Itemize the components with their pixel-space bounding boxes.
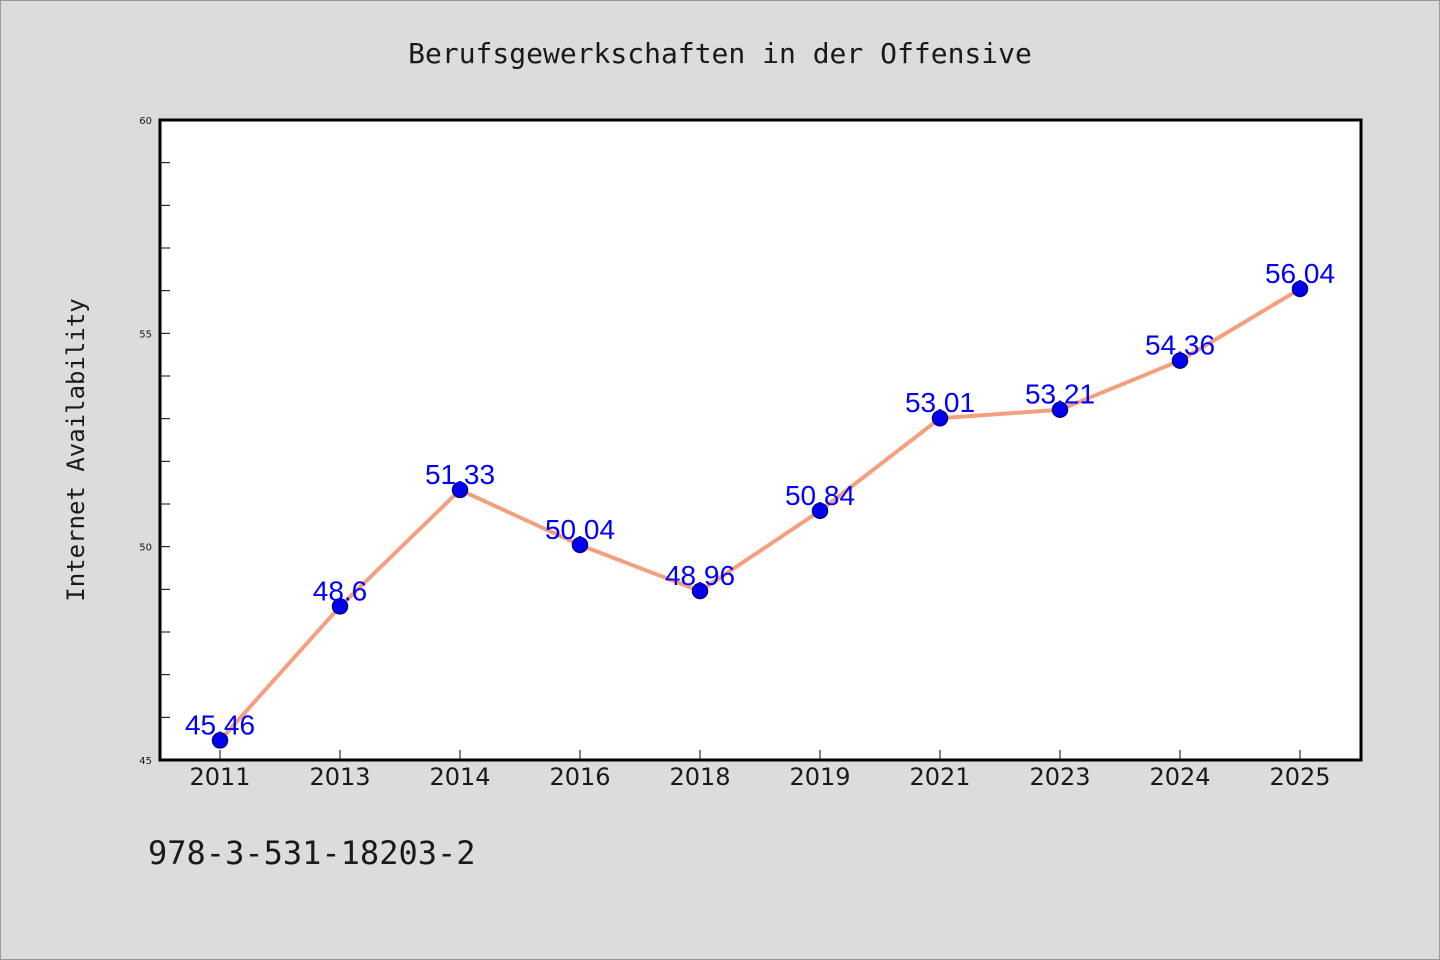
data-label: 45.46: [185, 709, 255, 740]
data-point: [1051, 401, 1069, 418]
data-labels: 45.46 48.6 51.33 50.04 48.96 50.84 53.01 53.21 5…: [185, 258, 1335, 740]
data-point: [571, 536, 589, 554]
data-label: 50.84: [785, 480, 855, 511]
x-tick-label: 2013: [309, 763, 370, 791]
data-label: 51.33: [425, 459, 495, 490]
data-point: [1291, 280, 1309, 298]
y-axis-label: Internet Availability: [62, 298, 90, 601]
data-point: [211, 732, 229, 749]
x-axis-ticks: 2011 2013 2014 2016 2018 2019 2021 2023 2024 2025: [189, 750, 1331, 791]
y-tick-label: 45: [139, 756, 152, 767]
x-tick-label: 2018: [669, 763, 730, 791]
data-label: 53.01: [905, 387, 975, 418]
data-label: 48.96: [665, 560, 735, 591]
data-point: [331, 598, 349, 615]
data-label: 53.21: [1025, 379, 1095, 410]
x-tick-label: 2023: [1029, 763, 1090, 791]
data-label: 54.36: [1145, 330, 1215, 361]
chart-title: Berufsgewerkschaften in der Offensive: [408, 37, 1032, 70]
y-tick-label: 60: [139, 116, 152, 127]
x-tick-label: 2021: [909, 763, 970, 791]
y-tick-label: 50: [139, 543, 152, 554]
x-tick-label: 2019: [789, 763, 850, 791]
data-point: [931, 409, 949, 427]
data-point: [451, 481, 469, 499]
x-tick-label: 2011: [189, 763, 250, 791]
data-point: [1171, 352, 1189, 369]
plot-area: [160, 120, 1361, 760]
data-label: 56.04: [1265, 258, 1335, 289]
x-tick-label: 2024: [1149, 763, 1210, 791]
y-minor-ticks: [160, 162, 170, 718]
series-line: [218, 287, 1302, 742]
footer-isbn: 978-3-531-18203-2: [148, 834, 476, 872]
data-point: [691, 582, 709, 600]
plot-border: [158, 118, 1363, 762]
data-label: 50.04: [545, 514, 615, 545]
x-tick-label: 2025: [1269, 763, 1330, 791]
data-label: 48.6: [313, 575, 368, 606]
y-tick-label: 55: [139, 329, 152, 340]
x-tick-label: 2016: [549, 763, 610, 791]
x-tick-label: 2014: [429, 763, 490, 791]
data-point: [811, 502, 829, 520]
data-points: [211, 280, 1309, 749]
